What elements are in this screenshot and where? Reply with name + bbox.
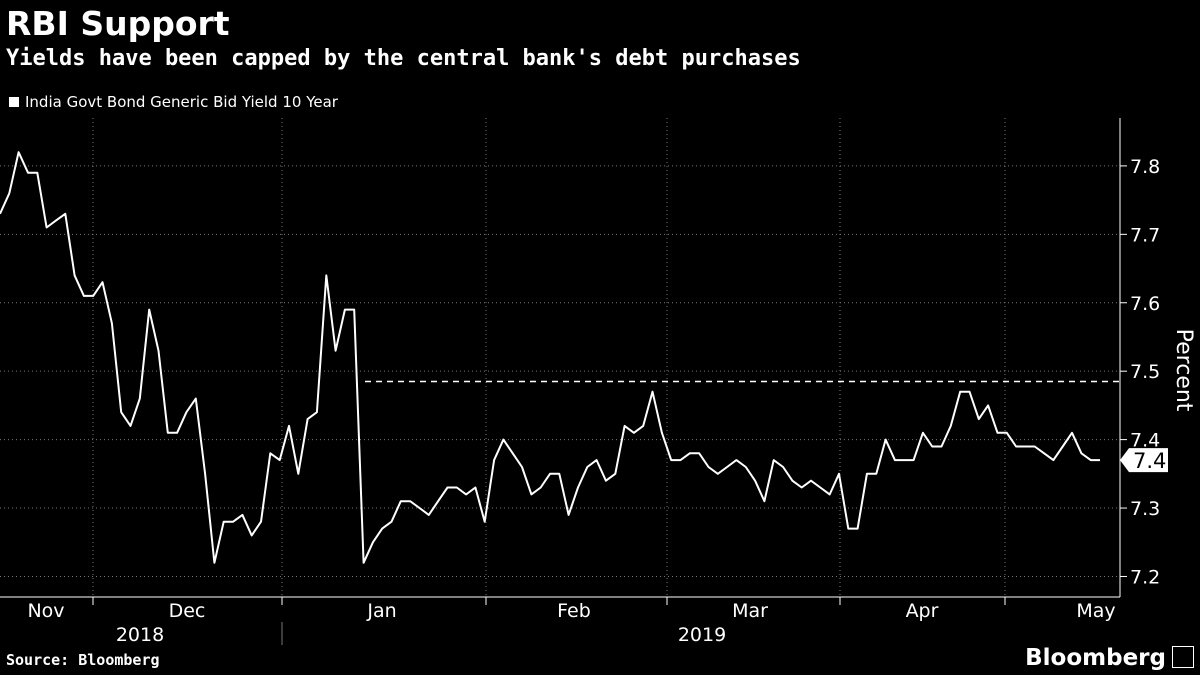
legend-swatch [9, 97, 19, 107]
y-tick-label: 7.5 [1130, 361, 1160, 383]
chart-title: RBI Support [6, 4, 230, 43]
y-tick-label: 7.8 [1130, 156, 1160, 178]
brand-logo: Bloomberg [1025, 645, 1166, 671]
y-tick-label: 7.7 [1130, 224, 1160, 246]
legend-label: India Govt Bond Generic Bid Yield 10 Yea… [25, 93, 338, 111]
x-tick-label: Dec [169, 600, 206, 622]
x-tick-label: Feb [557, 600, 591, 622]
last-value-flag [1120, 448, 1168, 473]
x-tick-label: Jan [366, 600, 396, 622]
x-tick-label: May [1076, 600, 1115, 622]
bloomberg-terminal-icon [1172, 646, 1194, 668]
last-value-label: 7.4 [1133, 449, 1166, 473]
x-tick-label: Apr [906, 600, 939, 622]
y-axis-label: Percent [1171, 329, 1196, 412]
series-line [0, 151, 1100, 564]
chart-subtitle: Yields have been capped by the central b… [6, 46, 801, 71]
x-tick-label: Nov [27, 600, 64, 622]
y-tick-label: 7.2 [1130, 566, 1160, 588]
source-note: Source: Bloomberg [6, 651, 160, 669]
x-year-label: 2019 [678, 624, 726, 646]
y-tick-label: 7.3 [1130, 498, 1160, 520]
y-tick-label: 7.4 [1130, 430, 1160, 452]
legend: India Govt Bond Generic Bid Yield 10 Yea… [9, 93, 338, 111]
y-tick-label: 7.6 [1130, 293, 1160, 315]
x-tick-label: Mar [732, 600, 768, 622]
x-year-label: 2018 [116, 624, 164, 646]
